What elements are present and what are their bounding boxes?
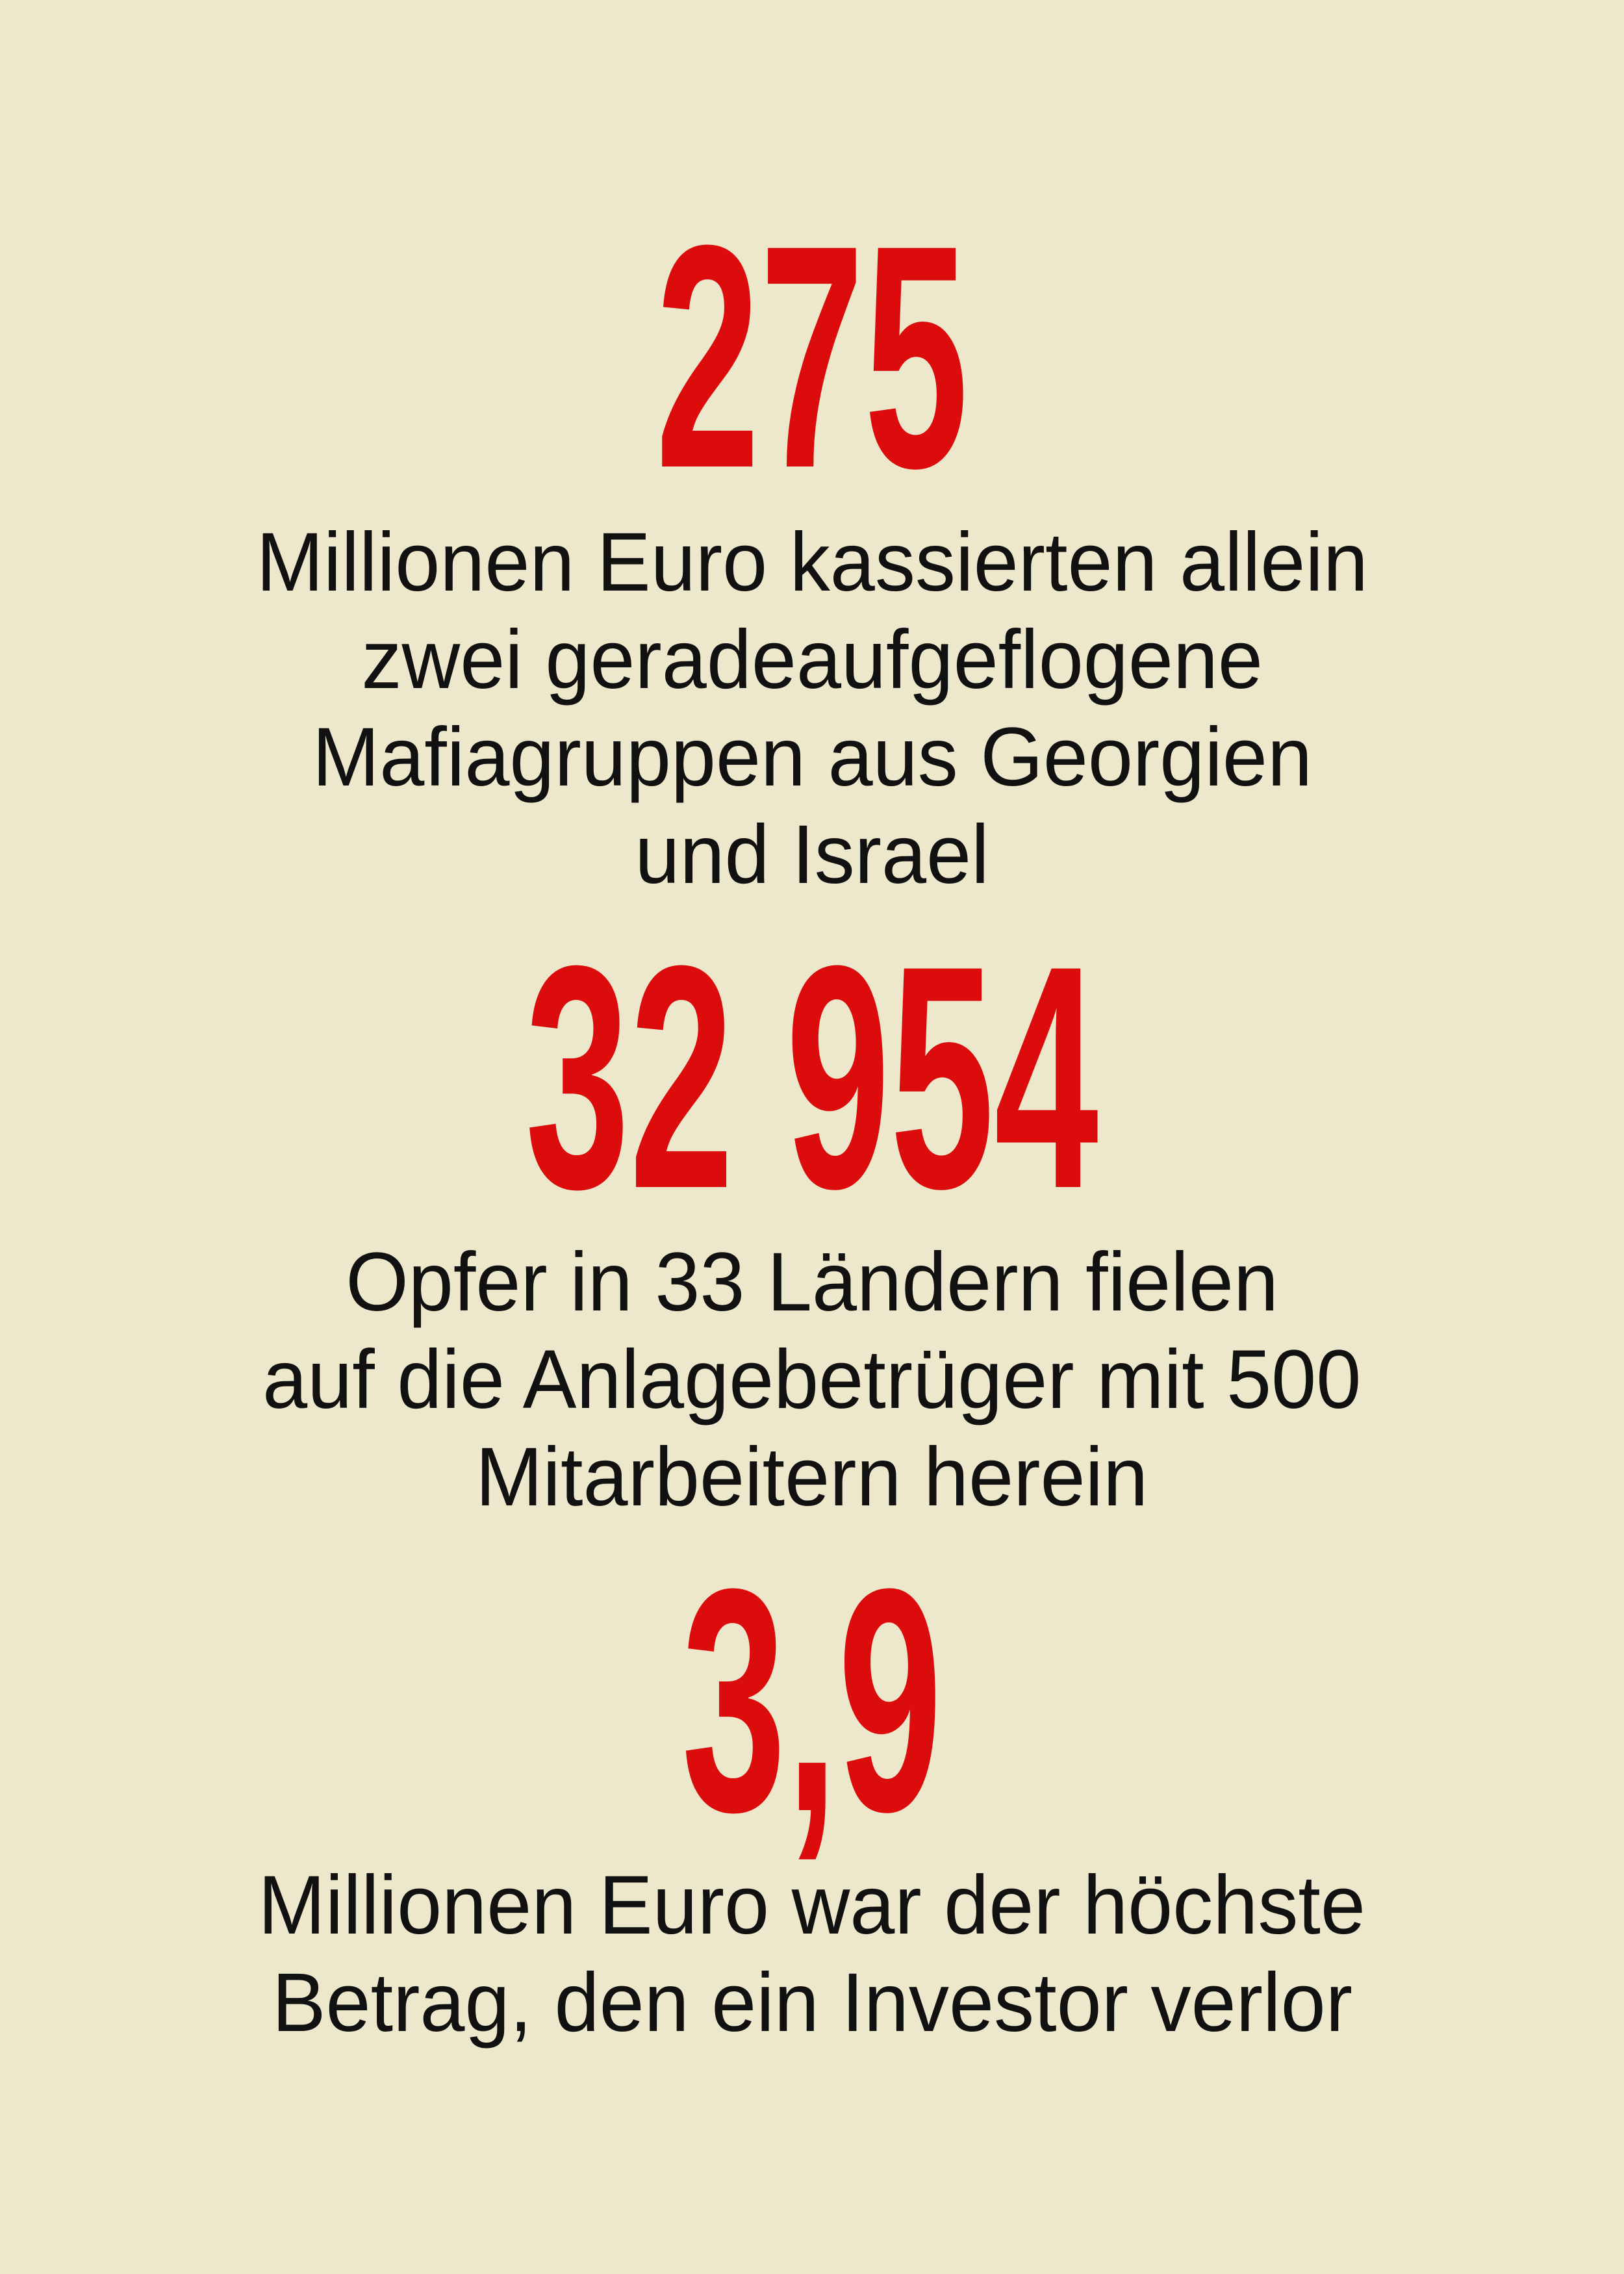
description-line-text: Mafiagruppen aus Georgien xyxy=(312,711,1312,804)
stat-number-3-text: 3,9 xyxy=(681,1522,943,1878)
description-line-text: auf die Anlagebetrüger mit 500 xyxy=(262,1333,1362,1426)
description-line: auf die Anlagebetrüger mit 500 xyxy=(0,1331,1624,1429)
description-line: Betrag, den ein Investor verlor xyxy=(0,1954,1624,2052)
description-line-text: Opfer in 33 Ländern fielen xyxy=(346,1236,1278,1329)
description-line: und Israel xyxy=(0,806,1624,904)
description-line-text: Millionen Euro war der höchste xyxy=(258,1859,1366,1952)
description-line-text: zwei geradeaufgeflogene xyxy=(361,613,1263,706)
stat-number-1: 275 xyxy=(0,198,1624,515)
description-line: Mafiagruppen aus Georgien xyxy=(0,709,1624,806)
description-line: Millionen Euro kassierten allein xyxy=(0,514,1624,611)
description-line-text: Millionen Euro kassierten allein xyxy=(256,516,1368,609)
stat-description-1: Millionen Euro kassierten allein zwei ge… xyxy=(0,514,1624,904)
description-line: Mitarbeitern herein xyxy=(0,1429,1624,1526)
description-line: zwei geradeaufgeflogene xyxy=(0,611,1624,709)
description-line-text: Betrag, den ein Investor verlor xyxy=(272,1956,1352,2049)
description-line: Opfer in 33 Ländern fielen xyxy=(0,1234,1624,1331)
stat-number-3: 3,9 xyxy=(0,1541,1624,1859)
description-line-text: und Israel xyxy=(635,808,989,901)
stat-number-1-text: 275 xyxy=(655,179,969,534)
stat-number-2-text: 32 954 xyxy=(525,899,1099,1255)
description-line-text: Mitarbeitern herein xyxy=(476,1431,1148,1524)
stat-description-3: Millionen Euro war der höchste Betrag, d… xyxy=(0,1857,1624,2052)
stat-description-2: Opfer in 33 Ländern fielen auf die Anlag… xyxy=(0,1234,1624,1526)
description-line: Millionen Euro war der höchste xyxy=(0,1857,1624,1954)
stat-number-2: 32 954 xyxy=(0,918,1624,1236)
